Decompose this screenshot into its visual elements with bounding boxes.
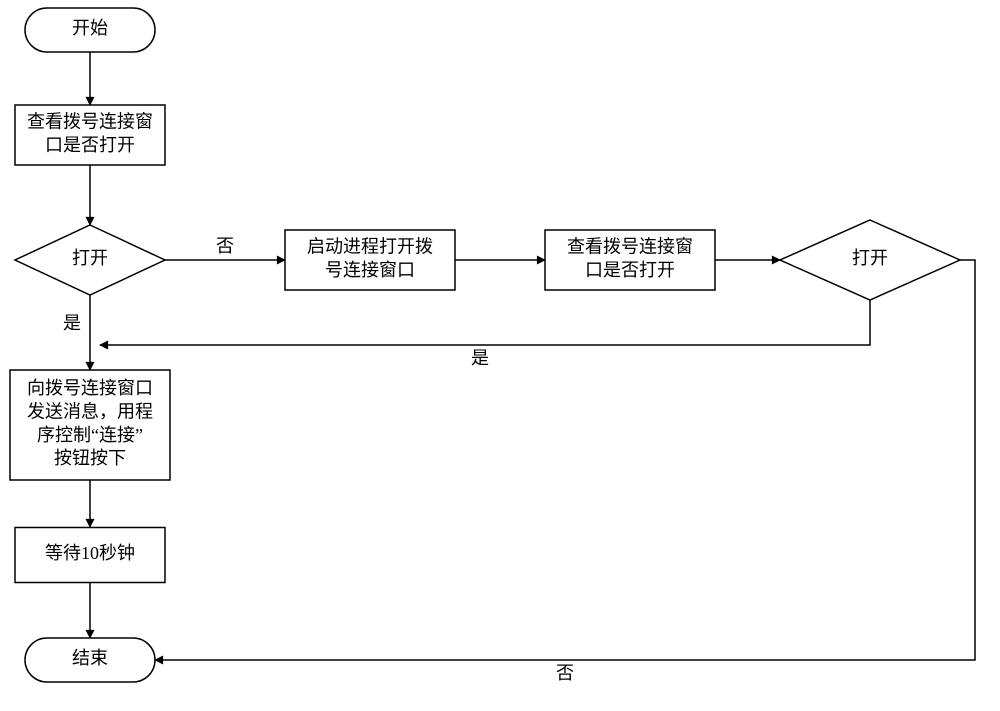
node-check2: 查看拨号连接窗口是否打开 bbox=[545, 230, 715, 290]
node-label: 口是否打开 bbox=[585, 260, 675, 280]
node-label: 打开 bbox=[72, 248, 108, 268]
node-label: 等待10秒钟 bbox=[45, 543, 135, 563]
node-dec2: 打开 bbox=[780, 220, 960, 300]
node-label: 按钮按下 bbox=[54, 448, 126, 468]
edge-label: 否 bbox=[556, 663, 574, 683]
node-send: 向拨号连接窗口发送消息，用程序控制“连接” 按钮按下 bbox=[10, 370, 170, 480]
flow-edge bbox=[155, 260, 975, 660]
node-label: 打开 bbox=[852, 248, 888, 268]
node-label: 查看拨号连接窗 bbox=[27, 111, 153, 131]
node-start: 开始 bbox=[25, 8, 155, 52]
node-label: 序控制“连接” bbox=[37, 425, 143, 445]
node-check1: 查看拨号连接窗口是否打开 bbox=[15, 105, 165, 165]
node-label: 开始 bbox=[72, 18, 108, 38]
node-wait: 等待10秒钟 bbox=[15, 528, 165, 583]
node-label: 向拨号连接窗口 bbox=[27, 378, 153, 398]
node-label: 发送消息，用程 bbox=[27, 401, 153, 421]
flow-edge bbox=[100, 300, 870, 345]
flowchart-canvas: 否是是否开始查看拨号连接窗口是否打开打开启动进程打开拨号连接窗口查看拨号连接窗口… bbox=[0, 0, 1000, 711]
node-label: 结束 bbox=[72, 648, 108, 668]
edge-label: 是 bbox=[471, 348, 489, 368]
node-dec1: 打开 bbox=[15, 225, 165, 295]
node-end: 结束 bbox=[25, 638, 155, 682]
node-proc1: 启动进程打开拨号连接窗口 bbox=[285, 230, 455, 290]
edge-label: 否 bbox=[216, 236, 234, 256]
node-label: 查看拨号连接窗 bbox=[567, 236, 693, 256]
node-label: 启动进程打开拨 bbox=[307, 236, 433, 256]
node-label: 号连接窗口 bbox=[325, 260, 415, 280]
edge-label: 是 bbox=[63, 313, 81, 333]
node-label: 口是否打开 bbox=[45, 135, 135, 155]
